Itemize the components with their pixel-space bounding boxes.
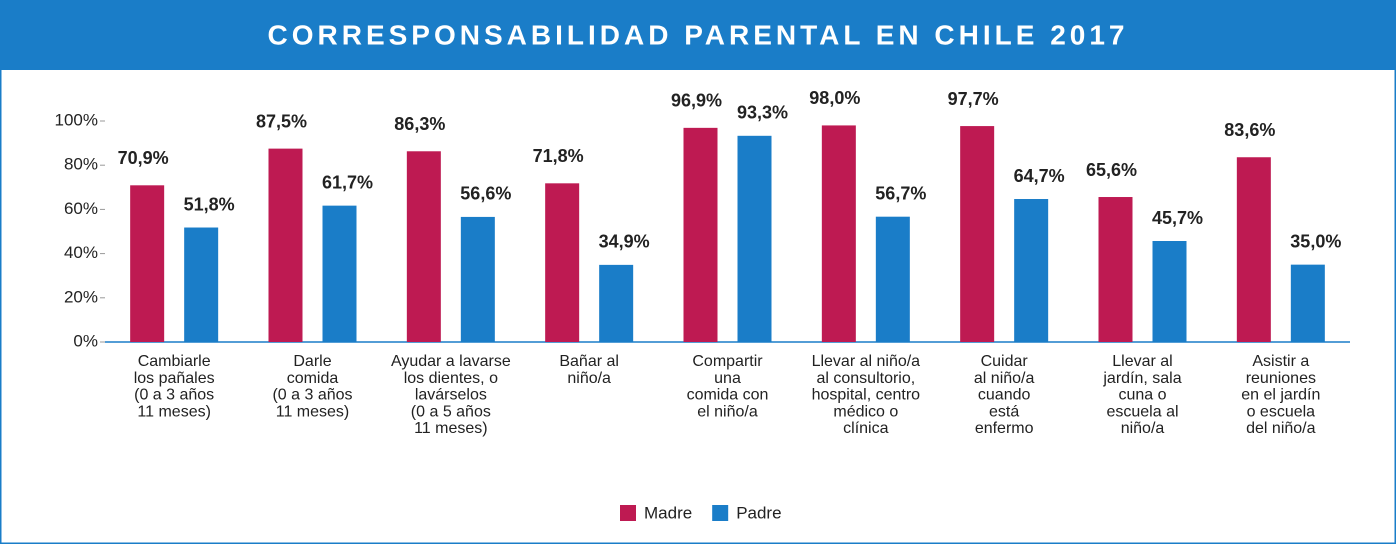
x-tick-label: Llevar al jardín, sala cuna o escuela al niñ…: [1102, 353, 1181, 437]
value-label: 98,0%: [809, 88, 860, 108]
bar: [737, 135, 772, 342]
value-label: 45,7%: [1152, 208, 1203, 228]
value-label: 56,6%: [460, 184, 511, 204]
value-label: 93,3%: [737, 103, 788, 123]
x-tick-label: Ayudar a lavarse los dientes, o lavárselos…: [391, 353, 511, 437]
value-label: 71,8%: [533, 146, 584, 166]
x-tick-label: Bañar al niño/a: [559, 353, 619, 387]
x-tick-label: Cuidar al niño/a cuando está enfermo: [974, 353, 1035, 437]
bar: [1290, 264, 1325, 342]
bar: [130, 185, 165, 342]
bar: [1152, 241, 1187, 342]
value-label: 86,3%: [394, 114, 445, 134]
bar: [683, 127, 718, 342]
x-tick-label: Compartir una comida con el niño/a: [687, 353, 769, 420]
y-tick-label: 0%: [73, 331, 98, 350]
bar: [1098, 197, 1133, 342]
value-label: 65,6%: [1086, 160, 1137, 180]
legend-label: Madre: [644, 503, 692, 522]
x-tick-label: Asistir a reuniones en el jardín o escuela d…: [1241, 353, 1320, 437]
legend-swatch: [620, 505, 636, 521]
x-tick-label: Darle comida (0 a 3 años 11 meses): [272, 353, 352, 420]
bar: [821, 125, 856, 342]
y-tick-label: 60%: [64, 199, 98, 218]
x-tick-label: Llevar al niño/a al consultorio, hospital,…: [812, 353, 921, 437]
value-label: 87,5%: [256, 111, 307, 131]
value-label: 83,6%: [1224, 120, 1275, 140]
y-tick-label: 20%: [64, 287, 98, 306]
y-tick-label: 40%: [64, 243, 98, 262]
value-label: 64,7%: [1014, 166, 1065, 186]
bar: [406, 151, 441, 342]
x-tick-label: Cambiarle los pañales (0 a 3 años 11 meses): [134, 353, 215, 420]
value-label: 51,8%: [184, 194, 235, 214]
bar: [599, 264, 634, 342]
bar: [322, 205, 357, 342]
value-label: 97,7%: [948, 89, 999, 109]
bar: [545, 183, 580, 342]
bar: [875, 216, 910, 342]
value-label: 56,7%: [875, 183, 926, 203]
value-label: 70,9%: [118, 148, 169, 168]
title-band: [0, 0, 1396, 70]
bar: [1014, 199, 1049, 342]
bar: [1236, 157, 1271, 342]
chart-title: CORRESPONSABILIDAD PARENTAL EN CHILE 201…: [268, 19, 1129, 50]
bar: [960, 126, 995, 342]
bar: [268, 148, 303, 342]
bar: [460, 216, 495, 342]
value-label: 96,9%: [671, 91, 722, 111]
value-label: 61,7%: [322, 172, 373, 192]
y-tick-label: 100%: [55, 110, 98, 129]
legend-label: Padre: [736, 503, 781, 522]
bar: [184, 227, 219, 342]
value-label: 35,0%: [1290, 231, 1341, 251]
y-tick-label: 80%: [64, 155, 98, 174]
value-label: 34,9%: [599, 232, 650, 252]
legend-swatch: [712, 505, 729, 521]
